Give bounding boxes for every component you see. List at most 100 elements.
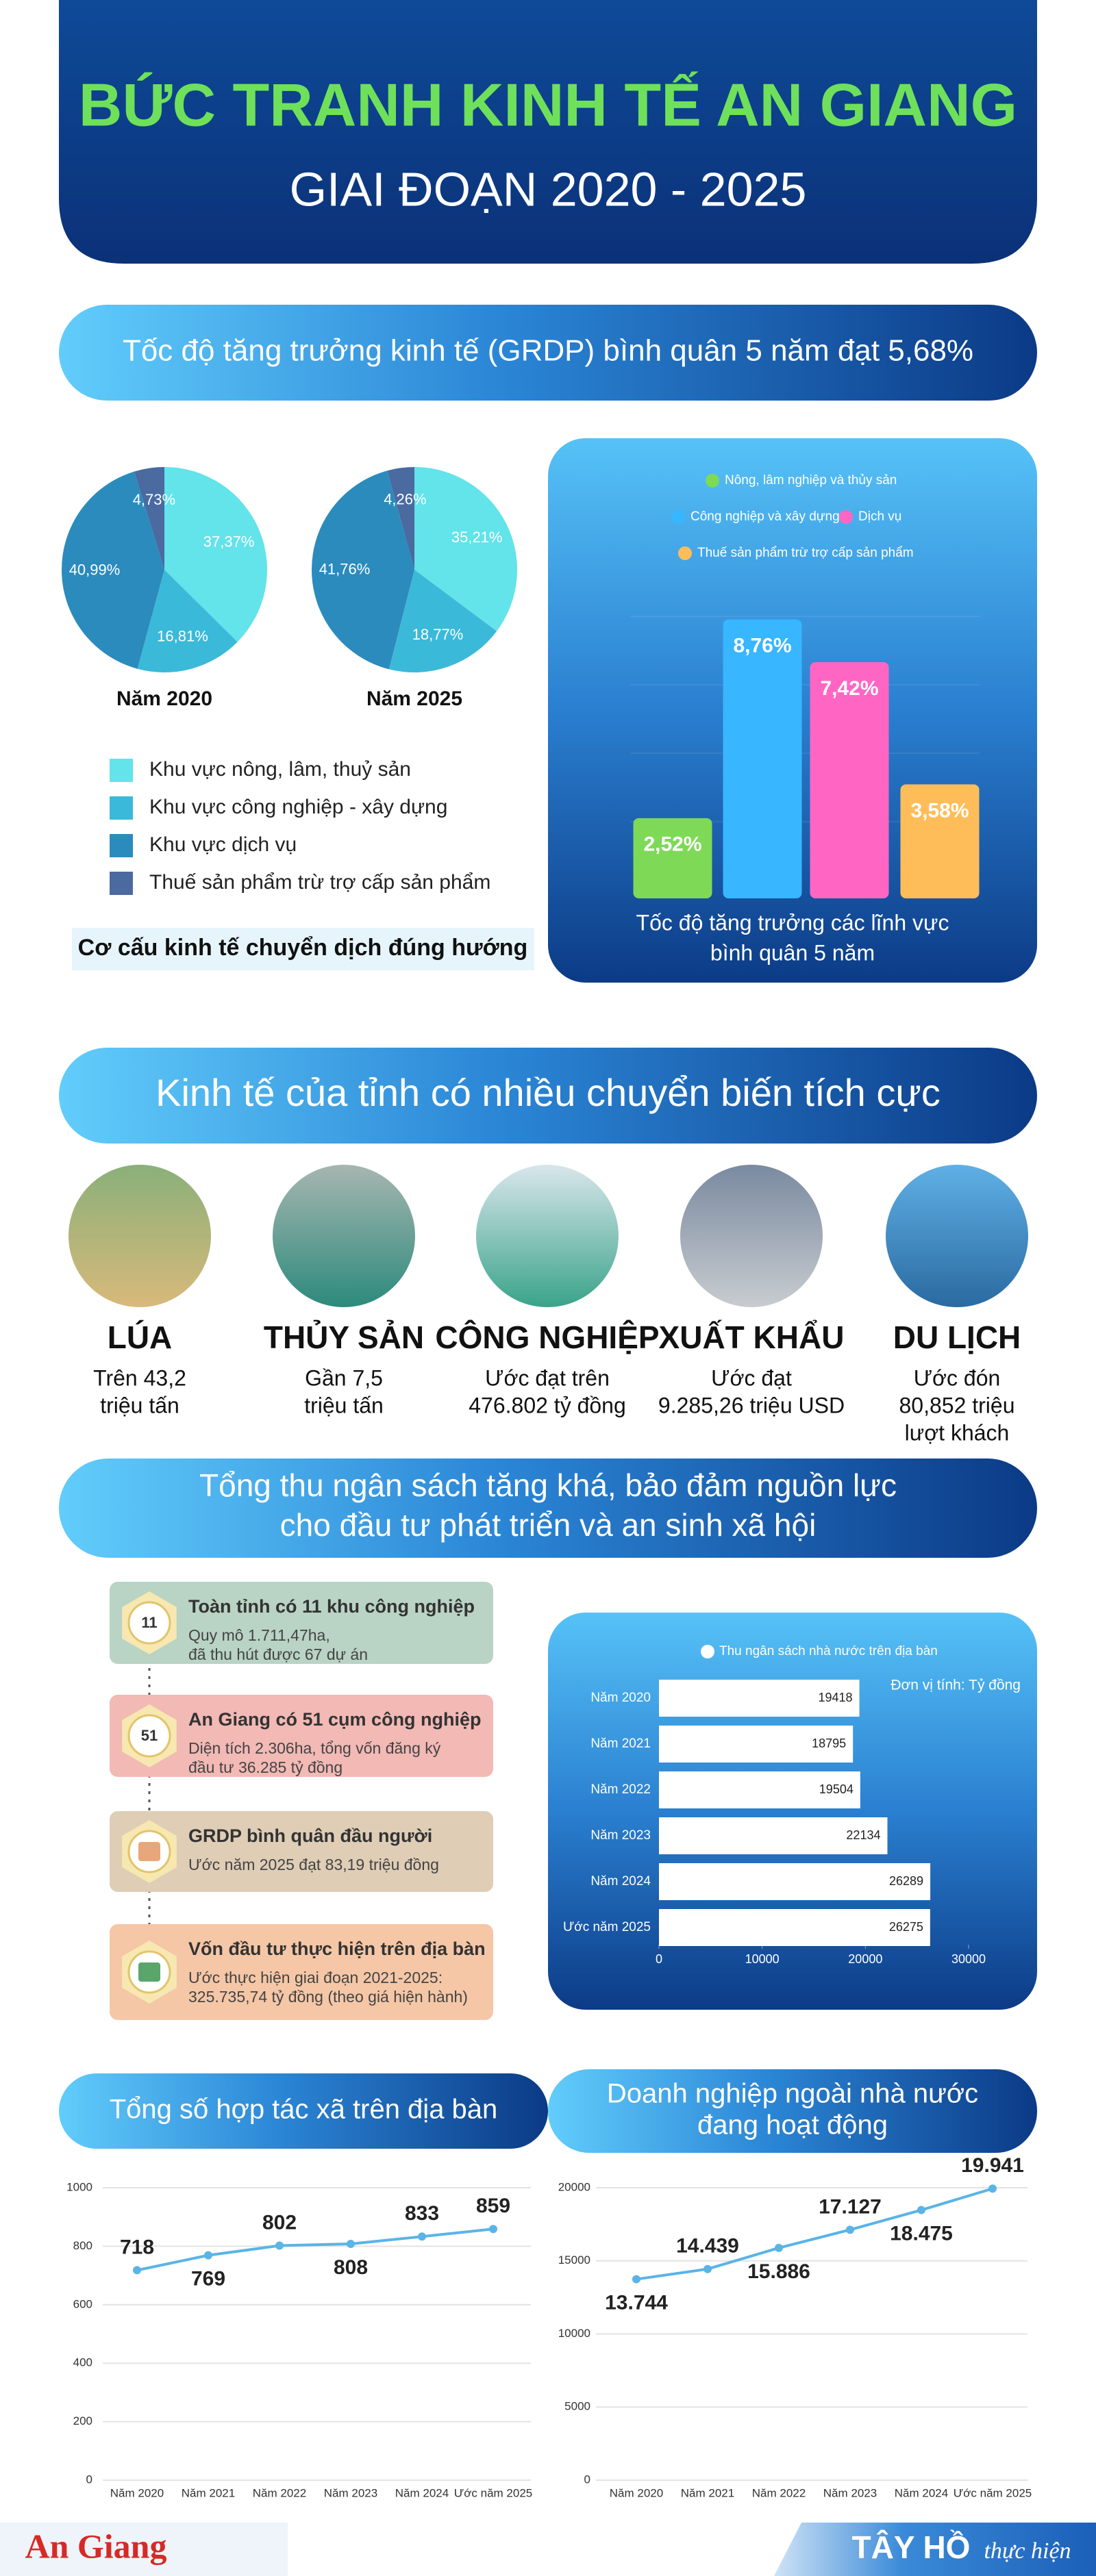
banner: [59, 1048, 1037, 1144]
value-label: 8,76%: [733, 635, 791, 657]
pie-slice: [312, 470, 414, 670]
chart-title: bình quân 5 năm: [710, 940, 875, 965]
badge-inner: [127, 1601, 171, 1645]
x-tick-label: Năm 2024: [395, 2486, 449, 2499]
fact-text: Ước thực hiện giai đoạn 2021-2025:: [188, 1969, 443, 1986]
value-label: 769: [191, 2268, 225, 2290]
x-tick-label: Năm 2020: [610, 2486, 663, 2499]
point: [489, 2225, 497, 2234]
value-label: 802: [262, 2211, 297, 2234]
x-tick-label: Năm 2022: [752, 2486, 806, 2499]
value-label: 833: [405, 2202, 439, 2225]
y-tick-label: 15000: [558, 2253, 590, 2266]
bar: [659, 1817, 888, 1854]
value-label: 14.439: [676, 2235, 739, 2258]
bar: [659, 1726, 854, 1763]
y-tick-label: 20000: [558, 2180, 590, 2193]
slice-label: 35,21%: [451, 529, 503, 546]
chart-title: Doanh nghiệp ngoài nhà nước: [607, 2079, 978, 2109]
fact-text: Quy mô 1.711,47ha,: [188, 1626, 330, 1644]
fact-title: An Giang có 51 cụm công nghiệp: [188, 1709, 482, 1730]
y-tick-label: 200: [73, 2414, 92, 2427]
fact-text: đã thu hút được 67 dự án: [188, 1645, 368, 1663]
pie-title: Năm 2020: [116, 687, 212, 710]
x-tick-label: Năm 2024: [895, 2486, 948, 2499]
legend-swatch: [110, 796, 133, 820]
x-tick-label: 0: [656, 1952, 662, 1966]
y-tick-label: 0: [86, 2473, 92, 2486]
legend-label: Dịch vụ: [858, 509, 901, 524]
y-tick-label: 800: [73, 2239, 92, 2252]
bar: [900, 784, 980, 898]
x-tick-label: Năm 2021: [681, 2486, 734, 2499]
legend-label: Thu ngân sách nhà nước trên địa bàn: [719, 1644, 938, 1658]
photo: [273, 1165, 415, 1307]
highlight-text: triệu tấn: [100, 1393, 179, 1417]
highlight-text: lượt khách: [905, 1420, 1010, 1445]
chart-title: Tốc độ tăng trưởng các lĩnh vực: [636, 910, 949, 935]
highlight-text: triệu tấn: [304, 1393, 384, 1417]
subtitle: GIAI ĐOẠN 2020 - 2025: [290, 162, 807, 216]
pie-slice: [164, 467, 267, 642]
x-tick-label: Năm 2023: [823, 2486, 877, 2499]
legend-label: Thuế sản phẩm trừ trợ cấp sản phẩm: [149, 871, 490, 894]
caption-box: [72, 928, 534, 970]
x-tick-label: Năm 2020: [110, 2486, 164, 2499]
highlight-text: Trên 43,2: [93, 1365, 186, 1390]
legend-dot: [701, 1645, 714, 1658]
legend-label: Công nghiệp và xây dựng: [690, 509, 840, 524]
fact-card: [110, 1924, 493, 2020]
y-tick-label: 10000: [558, 2327, 590, 2340]
legend-dot: [839, 510, 853, 524]
x-tick-label: 20000: [848, 1952, 882, 1966]
y-tick-label: Năm 2020: [590, 1691, 651, 1705]
icon: [138, 1962, 160, 1982]
slice-label: 18,77%: [412, 626, 464, 643]
point: [988, 2184, 997, 2193]
line: [636, 2187, 993, 2281]
value-label: 19418: [819, 1691, 853, 1704]
value-label: 22134: [846, 1828, 880, 1842]
pie-slice: [414, 467, 518, 631]
fact-title: Vốn đầu tư thực hiện trên địa bàn: [188, 1939, 486, 1959]
value-label: 19.941: [961, 2154, 1024, 2177]
caption: Cơ cấu kinh tế chuyển dịch đúng hướng: [78, 935, 528, 961]
point: [347, 2239, 355, 2248]
highlight-text: 80,852 triệu: [899, 1393, 1014, 1417]
value-label: 2,52%: [643, 833, 701, 856]
y-tick-label: 400: [73, 2356, 92, 2369]
y-tick-label: Năm 2022: [590, 1782, 651, 1797]
banner: [59, 1459, 1037, 1558]
banner-text: cho đầu tư phát triển và an sinh xã hội: [280, 1507, 817, 1543]
highlight-title: THỦY SẢN: [264, 1319, 424, 1355]
fact-title: GRDP bình quân đầu người: [188, 1826, 432, 1846]
point: [846, 2225, 854, 2234]
pie-slice: [137, 570, 238, 672]
fact-text: 325.735,74 tỷ đồng (theo giá hiện hành): [188, 1988, 468, 2006]
fact-card: [110, 1811, 493, 1892]
header-background: [59, 0, 1037, 264]
highlight-title: XUẤT KHẨU: [659, 1319, 845, 1355]
highlight-text: Gần 7,5: [305, 1365, 383, 1390]
legend-swatch: [110, 834, 133, 857]
value-label: 18.475: [890, 2222, 953, 2245]
bar: [659, 1863, 931, 1900]
bar: [810, 661, 889, 898]
bar: [659, 1771, 860, 1808]
point: [204, 2251, 212, 2260]
fact-text: Ước năm 2025 đạt 83,19 triệu đồng: [188, 1856, 439, 1873]
legend-dot: [671, 510, 685, 524]
legend-label: Khu vực công nghiệp - xây dựng: [149, 796, 447, 818]
point: [632, 2275, 640, 2284]
pie-slice: [388, 570, 497, 672]
banner: [548, 2069, 1037, 2153]
banner: [59, 2073, 548, 2149]
fact-text: đầu tư 36.285 tỷ đồng: [188, 1758, 342, 1776]
legend-label: Thuế sản phẩm trừ trợ cấp sản phẩm: [697, 546, 914, 560]
x-tick-label: Năm 2023: [324, 2486, 377, 2499]
y-tick-label: 1000: [66, 2180, 92, 2193]
badge-inner: [127, 1714, 171, 1758]
banner: [59, 305, 1037, 401]
legend-dot: [678, 546, 692, 560]
